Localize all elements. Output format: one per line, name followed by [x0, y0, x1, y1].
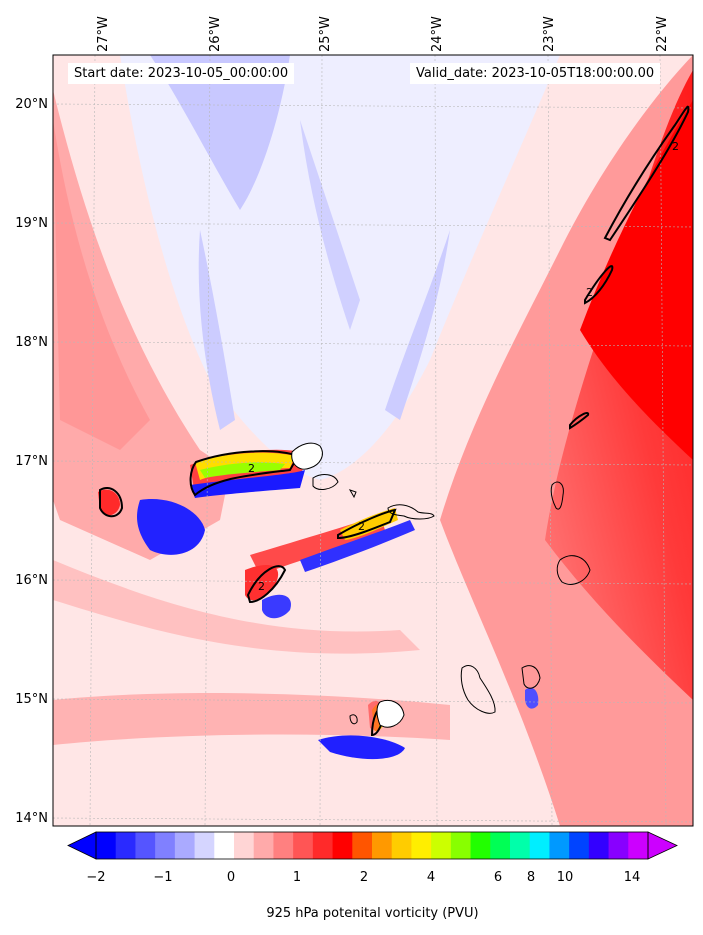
lon-label: 27°W [96, 16, 111, 52]
island-sao-nicolau [387, 504, 435, 520]
colorbar-tick: 4 [426, 870, 436, 885]
islet [348, 489, 357, 499]
lat-label: 18°N [15, 335, 48, 350]
colorbar-swatch [628, 832, 649, 859]
contour-label: 2 [358, 520, 365, 533]
colorbar-swatch [194, 832, 215, 859]
lon-label: 25°W [318, 16, 333, 52]
lon-label: 26°W [208, 16, 223, 52]
start-date-label: Start date: 2023-10-05_00:00:00 [68, 63, 295, 84]
colorbar-swatch [470, 832, 491, 859]
contour-labels: 2 2 2 2 2 [248, 140, 679, 593]
lat-label: 16°N [15, 573, 48, 588]
colorbar-swatch [234, 832, 255, 859]
colorbar-swatch [174, 832, 196, 859]
colorbar-swatch [214, 832, 235, 859]
valid-date-label: Valid_date: 2023-10-05T18:00:00.00 [410, 63, 661, 84]
colorbar-tick: 10 [556, 870, 574, 885]
island-santiago [460, 665, 496, 714]
colorbar-label: 925 hPa potenital vorticity (PVU) [266, 906, 479, 921]
colorbar-swatch [608, 832, 629, 859]
colorbar [67, 831, 678, 860]
island-santa-luzia [312, 474, 339, 490]
lon-label: 23°W [542, 16, 557, 52]
contour-label: 2 [248, 462, 255, 475]
island-brava [349, 714, 358, 725]
colorbar-swatch [312, 832, 334, 859]
colorbar-tick: −1 [153, 870, 173, 885]
island-maio [521, 665, 541, 689]
island-sal [550, 481, 564, 510]
pv-2-contours [99, 105, 690, 737]
colorbar-tick: 6 [493, 870, 503, 885]
colorbar-swatch [273, 832, 294, 859]
lat-label: 20°N [15, 97, 48, 112]
map-frame [52, 54, 694, 827]
colorbar-tick: 8 [526, 870, 536, 885]
colorbar-swatch [529, 832, 551, 859]
colorbar-tick: 0 [226, 870, 236, 885]
colorbar-swatch [293, 832, 314, 859]
island-boa-vista [556, 555, 591, 585]
colorbar-swatch [135, 832, 156, 859]
contour-label: 2 [586, 286, 593, 299]
pv-field [53, 55, 693, 826]
colorbar-tick: 2 [359, 870, 369, 885]
colorbar-min-extend [67, 831, 97, 860]
island-sao-vicente [291, 442, 323, 470]
contour-label: 2 [672, 140, 679, 153]
lat-label: 17°N [15, 454, 48, 469]
colorbar-swatch [431, 832, 452, 859]
colorbar-swatch [411, 832, 432, 859]
colorbar-tick: 1 [292, 870, 302, 885]
contour-label: 2 [258, 580, 265, 593]
lat-label: 19°N [15, 216, 48, 231]
colorbar-swatch [490, 832, 511, 859]
colorbar-swatch [253, 832, 275, 859]
colorbar-swatch [155, 832, 176, 859]
lat-label: 15°N [15, 692, 48, 707]
colorbar-swatch [352, 832, 373, 859]
colorbar-swatch [391, 832, 413, 859]
island-coastlines [291, 442, 591, 728]
colorbar-swatch [569, 832, 590, 859]
colorbar-frame [95, 831, 649, 860]
colorbar-swatch [115, 832, 137, 859]
colorbar-swatch [372, 832, 393, 859]
colorbar-tick: −2 [86, 870, 106, 885]
colorbar-swatch [588, 832, 610, 859]
lat-label: 14°N [15, 811, 48, 826]
graticule [52, 54, 694, 827]
colorbar-swatch [332, 832, 353, 859]
colorbar-max-extend [647, 831, 678, 860]
colorbar-swatch [510, 832, 531, 859]
colorbar-tick: 14 [623, 870, 641, 885]
lon-label: 22°W [655, 16, 670, 52]
lon-label: 24°W [430, 16, 445, 52]
colorbar-swatch [450, 832, 472, 859]
colorbar-swatch [549, 832, 570, 859]
island-fogo [376, 700, 405, 728]
colorbar-swatch [96, 832, 117, 859]
